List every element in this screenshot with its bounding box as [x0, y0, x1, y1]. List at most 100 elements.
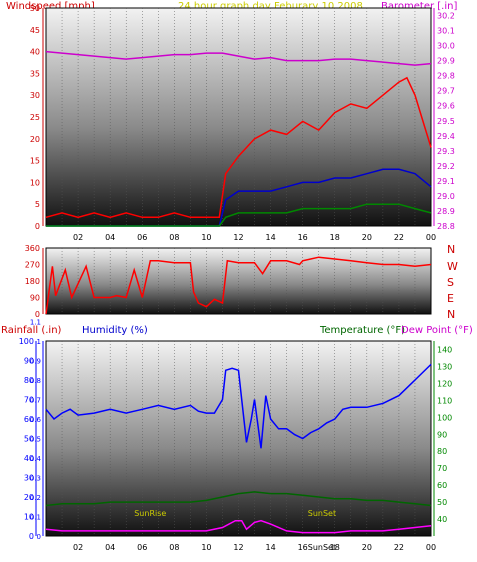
barometer-tick-30: 30.0 [437, 42, 455, 51]
barometer-tick-29.8: 29.8 [437, 72, 455, 81]
wind-direction-line [45, 256, 432, 315]
rainfall-tick-20: 20 [24, 493, 34, 502]
wind-x-tick-02: 02 [73, 233, 83, 242]
temperature-title: Temperature (°F) [320, 325, 406, 336]
barometer-tick-28.8: 28.8 [437, 222, 455, 231]
windspeed-title: Windspeed [mph] [6, 1, 95, 12]
graph-date-title: 24 hour graph day Feburary 10,2008 [178, 1, 363, 12]
wind-x-tick-04: 04 [105, 233, 115, 242]
rainfall-tick-40: 40 [24, 454, 34, 463]
barometer-tick-30.1: 30.1 [437, 27, 455, 36]
humidity-tick-0.2: 0.2 [30, 494, 41, 502]
temperature-tick-110: 110 [437, 396, 452, 405]
wind-x-tick-06: 06 [137, 233, 147, 242]
windspeed-tick-45: 45 [30, 26, 40, 35]
humidity-tick-0.6: 0.6 [30, 416, 42, 424]
humidity-tick-0.5: 0.5 [30, 436, 41, 444]
temperature-line [45, 491, 432, 507]
humidity-x-tick-18: 18 [330, 543, 340, 552]
humidity-tick-0.7: 0.7 [30, 397, 41, 405]
direction-label-w: W [447, 260, 458, 273]
humidity-title: Humidity (%) [82, 325, 148, 336]
temperature-tick-50: 50 [437, 498, 447, 507]
humidity-tick-1: 1 [37, 338, 41, 346]
windspeed-tick-15: 15 [30, 157, 40, 166]
rainfall-tick-80: 80 [24, 376, 34, 385]
sunset-axis-annotation: SunSet [308, 543, 336, 552]
windspeed-tick-10: 10 [30, 178, 40, 187]
barometer-tick-29.2: 29.2 [437, 162, 455, 171]
humidity-tick-0: 0 [37, 533, 41, 541]
wind-speed-line [46, 203, 432, 227]
temperature-tick-60: 60 [437, 481, 447, 490]
humidity-x-tick-02: 02 [73, 543, 83, 552]
windspeed-tick-20: 20 [30, 135, 40, 144]
barometer-tick-30.2: 30.2 [437, 12, 455, 21]
wind-x-tick-16: 16 [298, 233, 308, 242]
rainfall-tick-90: 90 [24, 357, 34, 366]
humidity-tick-0.8: 0.8 [30, 377, 41, 385]
temperature-tick-80: 80 [437, 447, 447, 456]
barometer-line [45, 50, 432, 66]
wind-plot-area [45, 7, 432, 227]
windspeed-tick-5: 5 [35, 200, 40, 209]
humidity-x-tick-04: 04 [105, 543, 115, 552]
humidity-line [45, 363, 432, 449]
barometer-tick-29.3: 29.3 [437, 147, 455, 156]
wind-x-tick-20: 20 [362, 233, 372, 242]
rainfall-tick-100: 100 [19, 337, 34, 346]
humidity-x-tick-00: 00 [426, 543, 436, 552]
wind-x-tick-12: 12 [233, 233, 243, 242]
wind-x-tick-00: 00 [426, 233, 436, 242]
wind-x-tick-14: 14 [265, 233, 275, 242]
humidity-x-tick-12: 12 [233, 543, 243, 552]
wind-x-tick-22: 22 [394, 233, 404, 242]
humidity-x-tick-10: 10 [201, 543, 211, 552]
barometer-tick-29.9: 29.9 [437, 57, 455, 66]
rainfall-tick-10: 10 [24, 513, 34, 522]
windspeed-tick-30: 30 [30, 91, 40, 100]
barometer-title: Barometer [.in] [381, 1, 458, 12]
humidity-x-tick-16: 16 [298, 543, 308, 552]
direction-tick-180: 180 [25, 277, 40, 286]
direction-label-n-bottom: N [447, 308, 456, 321]
barometer-tick-29.6: 29.6 [437, 102, 455, 111]
humidity-tick-1.1: 1.1 [30, 319, 41, 327]
barometer-tick-29.5: 29.5 [437, 117, 455, 126]
humidity-x-tick-20: 20 [362, 543, 372, 552]
windspeed-tick-35: 35 [30, 69, 40, 78]
direction-tick-90: 90 [30, 294, 40, 303]
sunset-annotation: SunSet [308, 509, 336, 518]
windspeed-tick-0: 0 [35, 222, 40, 231]
direction-tick-0: 0 [35, 310, 40, 319]
wind-x-tick-10: 10 [201, 233, 211, 242]
sunrise-annotation: SunRise [134, 509, 166, 518]
dewpoint-title: Dew Point (°F) [401, 325, 473, 336]
barometer-tick-29.7: 29.7 [437, 87, 455, 96]
temperature-tick-130: 130 [437, 362, 452, 371]
humidity-x-tick-08: 08 [169, 543, 179, 552]
temperature-tick-40: 40 [437, 515, 447, 524]
rainfall-title: Rainfall (.in) [1, 325, 62, 336]
windspeed-tick-40: 40 [30, 48, 40, 57]
humidity-tick-0.1: 0.1 [30, 514, 41, 522]
barometer-tick-29.4: 29.4 [437, 132, 455, 141]
humidity-tick-0.4: 0.4 [30, 455, 42, 463]
dewpoint-line [45, 519, 432, 534]
humidity-x-tick-22: 22 [394, 543, 404, 552]
humidity-tick-0.3: 0.3 [30, 475, 41, 483]
wind-x-tick-18: 18 [330, 233, 340, 242]
rainfall-tick-50: 50 [24, 435, 34, 444]
rainfall-tick-60: 60 [24, 415, 34, 424]
barometer-tick-29.1: 29.1 [437, 177, 455, 186]
direction-label-e: E [447, 292, 454, 305]
humidity-x-tick-06: 06 [137, 543, 147, 552]
humidity-x-tick-14: 14 [265, 543, 275, 552]
barometer-tick-29: 29.0 [437, 192, 455, 201]
direction-tick-360: 360 [25, 244, 40, 253]
windspeed-tick-25: 25 [30, 113, 40, 122]
rainfall-tick-70: 70 [24, 396, 34, 405]
windspeed-tick-50: 50 [30, 4, 40, 13]
